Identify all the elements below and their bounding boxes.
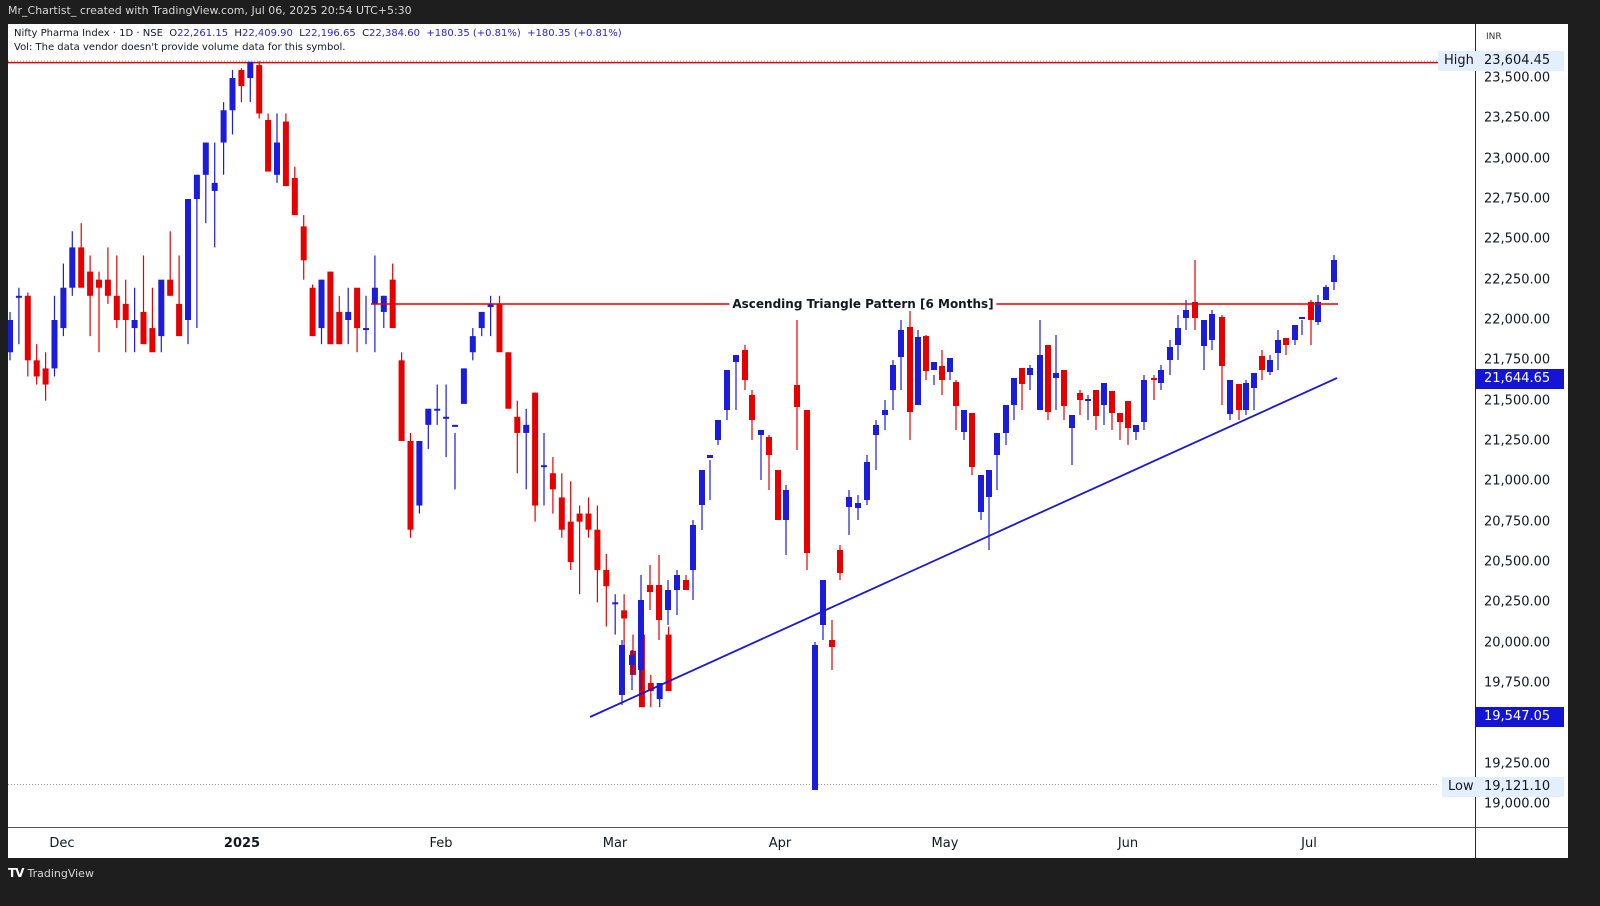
symbol-legend: Nifty Pharma Index · 1D · NSE O22,261.15… <box>14 27 622 55</box>
time-label-may: May <box>931 836 959 851</box>
low-value: 22,196.65 <box>304 28 356 39</box>
price-tick: 22,000.00 <box>1484 312 1551 328</box>
low-tag: Low <box>1442 777 1480 797</box>
price-tick: 19,250.00 <box>1484 756 1551 772</box>
ohlc-line: Nifty Pharma Index · 1D · NSE O22,261.15… <box>14 28 622 39</box>
price-tick: 22,750.00 <box>1484 191 1551 207</box>
time-label-dec: Dec <box>49 836 75 851</box>
price-tick: 23,500.00 <box>1484 70 1551 86</box>
price-tick: 22,250.00 <box>1484 272 1551 288</box>
time-label-feb: Feb <box>429 836 453 851</box>
price-tick: 22,500.00 <box>1484 231 1551 247</box>
chart-credit: Mr_Chartist_ created with TradingView.co… <box>8 4 412 17</box>
price-tick: 20,250.00 <box>1484 594 1551 610</box>
chart-panel: Nifty Pharma Index · 1D · NSE O22,261.15… <box>8 24 1600 858</box>
support-price-label: 19,547.05 <box>1476 707 1564 727</box>
right-margin <box>1568 24 1600 858</box>
time-label-apr: Apr <box>768 836 792 851</box>
high-value: 22,409.90 <box>241 28 293 39</box>
trendline-price-label: 21,644.65 <box>1476 369 1564 389</box>
price-tick: 20,500.00 <box>1484 554 1551 570</box>
price-tick: 23,250.00 <box>1484 110 1551 126</box>
volume-note: Vol: The data vendor doesn't provide vol… <box>14 42 346 53</box>
plot-area[interactable]: Nifty Pharma Index · 1D · NSE O22,261.15… <box>8 24 1480 828</box>
pattern-annotation[interactable]: Ascending Triangle Pattern [6 Months] <box>729 297 997 311</box>
change-value: +180.35 (+0.81%) <box>426 28 521 39</box>
price-tick: 23,000.00 <box>1484 151 1551 167</box>
time-label-jul: Jul <box>1301 836 1317 851</box>
axis-corner <box>1476 828 1568 858</box>
price-tick: 21,000.00 <box>1484 473 1551 489</box>
footer-brand: TV TradingView <box>8 866 94 880</box>
price-tick: 20,750.00 <box>1484 514 1551 530</box>
currency-label[interactable]: INR <box>1486 32 1502 42</box>
close-value: 22,384.60 <box>369 28 420 39</box>
time-label-2025: 2025 <box>223 836 261 851</box>
change-value-2: +180.35 (+0.81%) <box>527 28 622 39</box>
low-price-label: 19,121.10 <box>1476 777 1564 797</box>
time-axis[interactable]: Dec 2025 Feb Mar Apr May Jun Jul <box>8 828 1476 858</box>
candlestick-series <box>8 60 1476 790</box>
tradingview-logo-icon: TV <box>8 866 25 880</box>
time-label-jun: Jun <box>1117 836 1139 851</box>
price-tick: 21,750.00 <box>1484 352 1551 368</box>
price-tick: 20,000.00 <box>1484 635 1551 651</box>
price-tick: 21,250.00 <box>1484 433 1551 449</box>
price-tick: 21,500.00 <box>1484 393 1551 409</box>
time-label-mar: Mar <box>602 836 628 851</box>
open-value: 22,261.15 <box>177 28 229 39</box>
symbol-name[interactable]: Nifty Pharma Index · 1D · NSE <box>14 28 163 39</box>
price-axis[interactable]: INR 23,500.00 23,250.00 23,000.00 22,750.00… <box>1476 24 1568 828</box>
price-tick: 19,000.00 <box>1484 796 1551 812</box>
high-price-label: 23,604.45 <box>1476 51 1564 71</box>
brand-name: TradingView <box>27 866 94 880</box>
high-tag: High <box>1438 51 1480 71</box>
price-tick: 19,750.00 <box>1484 675 1551 691</box>
